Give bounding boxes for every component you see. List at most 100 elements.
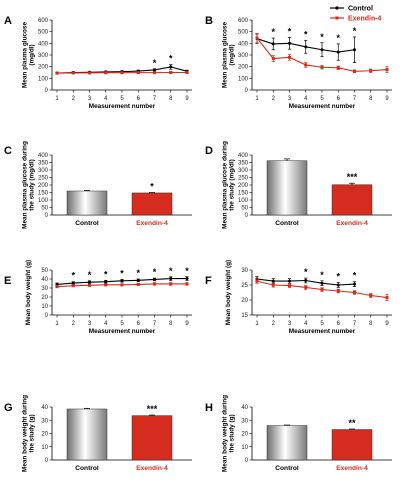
y-tick-label: 300 bbox=[38, 53, 49, 59]
category-label: Control bbox=[275, 465, 299, 472]
x-tick-label: 6 bbox=[137, 321, 141, 327]
y-tick-label: 0 bbox=[45, 458, 49, 464]
significance-star: * bbox=[169, 54, 173, 64]
significance-star: * bbox=[71, 271, 75, 281]
y-tick-label: 50 bbox=[41, 268, 48, 274]
x-tick-label: 6 bbox=[337, 96, 341, 102]
x-tick-label: 1 bbox=[255, 321, 259, 327]
significance-star: * bbox=[150, 182, 154, 192]
data-point bbox=[320, 65, 324, 69]
y-tick-label: 0 bbox=[245, 88, 249, 94]
x-tick-label: 4 bbox=[304, 321, 308, 327]
data-point bbox=[385, 68, 389, 72]
y-tick-label: 400 bbox=[238, 153, 249, 159]
y-tick-label: 15 bbox=[241, 313, 248, 319]
data-point bbox=[185, 277, 189, 281]
data-point bbox=[271, 42, 275, 46]
y-tick-label: 100 bbox=[238, 76, 249, 82]
data-point bbox=[271, 283, 275, 287]
y-tick-label: 200 bbox=[238, 65, 249, 71]
data-point bbox=[304, 63, 308, 67]
panel-label: D bbox=[205, 145, 213, 157]
category-label: Exendin-4 bbox=[336, 220, 368, 227]
x-tick-label: 1 bbox=[255, 96, 259, 102]
bar bbox=[131, 415, 173, 461]
significance-star: ** bbox=[348, 418, 356, 428]
y-tick-label: 150 bbox=[38, 191, 49, 197]
x-tick-label: 5 bbox=[320, 96, 324, 102]
y-tick-label: 350 bbox=[38, 161, 49, 167]
significance-star: * bbox=[136, 268, 140, 278]
y-tick-label: 300 bbox=[238, 53, 249, 59]
y-tick-label: 600 bbox=[238, 18, 249, 24]
y-tick-label: 150 bbox=[238, 191, 249, 197]
bar bbox=[331, 429, 373, 461]
y-tick-label: 30 bbox=[241, 268, 248, 274]
y-tick-label: 40 bbox=[241, 405, 248, 411]
panel-label: E bbox=[4, 275, 11, 287]
y-tick-label: 40 bbox=[41, 405, 48, 411]
data-point bbox=[320, 48, 324, 52]
bar bbox=[266, 425, 308, 461]
significance-star: * bbox=[169, 266, 173, 276]
y-tick-label: 10 bbox=[41, 304, 48, 310]
y-tick-label: 30 bbox=[41, 418, 48, 424]
data-point bbox=[153, 277, 156, 281]
x-axis-label: Measurement number bbox=[289, 103, 356, 110]
y-tick-label: 30 bbox=[241, 418, 248, 424]
y-tick-label: 250 bbox=[38, 176, 49, 182]
x-tick-label: 1 bbox=[55, 96, 59, 102]
category-label: Control bbox=[75, 220, 99, 227]
significance-star: * bbox=[336, 272, 340, 282]
x-axis-label: Measurement number bbox=[89, 103, 156, 110]
x-tick-label: 2 bbox=[72, 96, 76, 102]
data-point bbox=[288, 284, 291, 288]
x-tick-label: 7 bbox=[153, 321, 157, 327]
data-point bbox=[288, 41, 291, 45]
data-point bbox=[320, 281, 324, 285]
x-tick-label: 8 bbox=[369, 321, 373, 327]
significance-star: *** bbox=[147, 404, 158, 414]
data-point bbox=[185, 282, 189, 286]
y-tick-label: 20 bbox=[241, 432, 248, 438]
y-tick-label: 20 bbox=[41, 295, 48, 301]
y-axis-label: (mg/dl) bbox=[229, 44, 236, 65]
data-point bbox=[71, 71, 75, 75]
data-point bbox=[271, 57, 275, 60]
data-point bbox=[169, 65, 173, 69]
data-point bbox=[255, 36, 259, 40]
data-point bbox=[385, 296, 389, 300]
significance-star: * bbox=[153, 267, 157, 277]
y-tick-label: 20 bbox=[241, 298, 248, 304]
significance-star: * bbox=[88, 270, 92, 280]
data-point bbox=[336, 283, 340, 287]
data-point bbox=[271, 279, 275, 283]
x-tick-label: 5 bbox=[120, 321, 124, 327]
panel-b: B 0 100 200 300 400 500 600 Mean plasma glucose(… bbox=[205, 6, 392, 110]
y-tick-label: 400 bbox=[238, 41, 249, 47]
data-point bbox=[104, 71, 108, 75]
category-label: Control bbox=[275, 220, 299, 227]
bar bbox=[131, 192, 173, 216]
data-point bbox=[255, 279, 259, 283]
y-tick-label: 0 bbox=[45, 213, 49, 219]
data-point bbox=[120, 71, 124, 75]
data-point bbox=[71, 281, 75, 285]
x-tick-label: 3 bbox=[88, 96, 92, 102]
bar bbox=[331, 184, 373, 216]
y-axis-label: the study (mg/dl) bbox=[29, 159, 36, 210]
significance-star: * bbox=[120, 268, 124, 278]
data-point bbox=[136, 278, 140, 282]
y-tick-label: 50 bbox=[241, 206, 248, 212]
significance-star: * bbox=[304, 267, 308, 277]
y-axis-label: Mean body weight during bbox=[21, 395, 28, 472]
data-point bbox=[71, 284, 75, 288]
category-label: Exendin-4 bbox=[136, 220, 168, 227]
data-point bbox=[153, 71, 156, 75]
y-tick-label: 100 bbox=[238, 198, 249, 204]
x-tick-label: 3 bbox=[88, 321, 92, 327]
data-point bbox=[120, 279, 124, 283]
panel-a: A 0 100 200 300 400 500 600 Mean plasma glucose(… bbox=[4, 15, 192, 110]
